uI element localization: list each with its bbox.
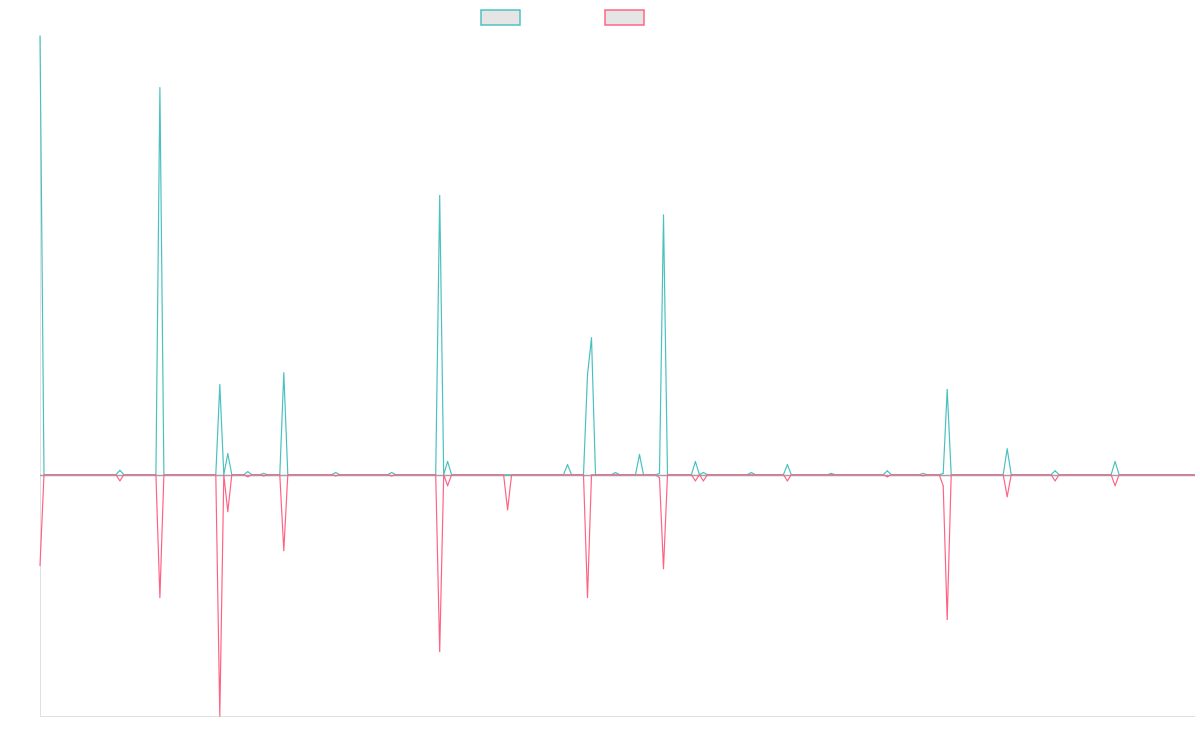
series-layer [39, 35, 1195, 717]
data-point-series-1-1 [119, 469, 121, 471]
data-point-series-1-6 [263, 472, 265, 474]
data-point-series-2-8 [335, 475, 337, 477]
data-point-series-2-12 [506, 509, 509, 511]
data-point-series-1-17 [658, 472, 661, 474]
data-point-series-1-0 [39, 35, 41, 37]
data-point-series-1-10 [439, 195, 441, 197]
data-point-series-1-29 [1054, 470, 1056, 472]
series-line-2 [39, 474, 1195, 717]
data-point-series-1-28 [1006, 448, 1008, 450]
data-point-series-1-4 [227, 453, 229, 455]
data-point-series-1-24 [886, 470, 888, 472]
data-point-series-2-22 [946, 618, 948, 621]
data-point-series-1-14 [590, 337, 593, 339]
data-point-series-2-7 [283, 550, 285, 552]
data-point-series-2-23 [1006, 496, 1008, 498]
data-point-series-2-21 [942, 485, 944, 487]
data-point-series-2-19 [886, 476, 888, 478]
data-point-series-1-2 [159, 87, 161, 89]
data-point-series-1-23 [830, 472, 832, 474]
data-point-series-2-1 [119, 480, 121, 482]
data-point-series-2-5 [247, 476, 249, 478]
data-point-series-1-20 [702, 471, 705, 474]
series-line-1 [39, 35, 1195, 476]
data-point-series-1-8 [335, 471, 337, 474]
data-point-series-1-3 [219, 384, 221, 386]
data-point-series-2-13 [586, 596, 589, 599]
data-point-series-2-4 [227, 510, 229, 513]
data-point-series-2-10 [439, 650, 441, 653]
data-point-series-1-15 [614, 471, 617, 474]
data-point-series-2-11 [447, 485, 449, 487]
data-point-series-2-20 [922, 475, 924, 477]
data-point-series-1-19 [694, 460, 697, 463]
data-point-series-1-13 [586, 374, 589, 376]
data-point-series-2-9 [391, 475, 393, 477]
data-point-series-2-3 [219, 715, 221, 717]
data-point-series-2-15 [662, 567, 665, 570]
legend-swatch-series-1[interactable] [480, 9, 521, 26]
data-point-series-1-22 [786, 464, 788, 466]
data-point-series-1-12 [566, 464, 569, 466]
data-point-series-1-16 [638, 453, 641, 456]
data-point-series-1-21 [750, 471, 752, 474]
data-point-series-2-0 [39, 564, 41, 567]
data-point-series-1-25 [922, 472, 924, 474]
data-point-series-1-7 [283, 372, 285, 374]
legend [480, 9, 645, 26]
legend-swatch-series-2[interactable] [604, 9, 645, 26]
data-point-series-2-14 [658, 477, 661, 479]
data-point-series-1-9 [391, 471, 393, 474]
data-point-series-2-24 [1054, 480, 1056, 482]
data-point-series-1-11 [447, 460, 449, 463]
data-point-series-2-2 [159, 596, 161, 599]
data-point-series-1-18 [662, 214, 665, 216]
data-point-series-1-5 [247, 471, 249, 473]
data-point-series-1-27 [946, 389, 948, 391]
data-point-series-2-6 [263, 475, 265, 477]
data-point-series-1-26 [942, 472, 944, 474]
data-point-series-2-18 [786, 480, 788, 482]
data-point-series-1-30 [1114, 460, 1116, 463]
data-point-series-2-16 [694, 480, 697, 482]
data-point-series-2-25 [1114, 485, 1116, 487]
data-point-series-2-17 [702, 480, 705, 482]
